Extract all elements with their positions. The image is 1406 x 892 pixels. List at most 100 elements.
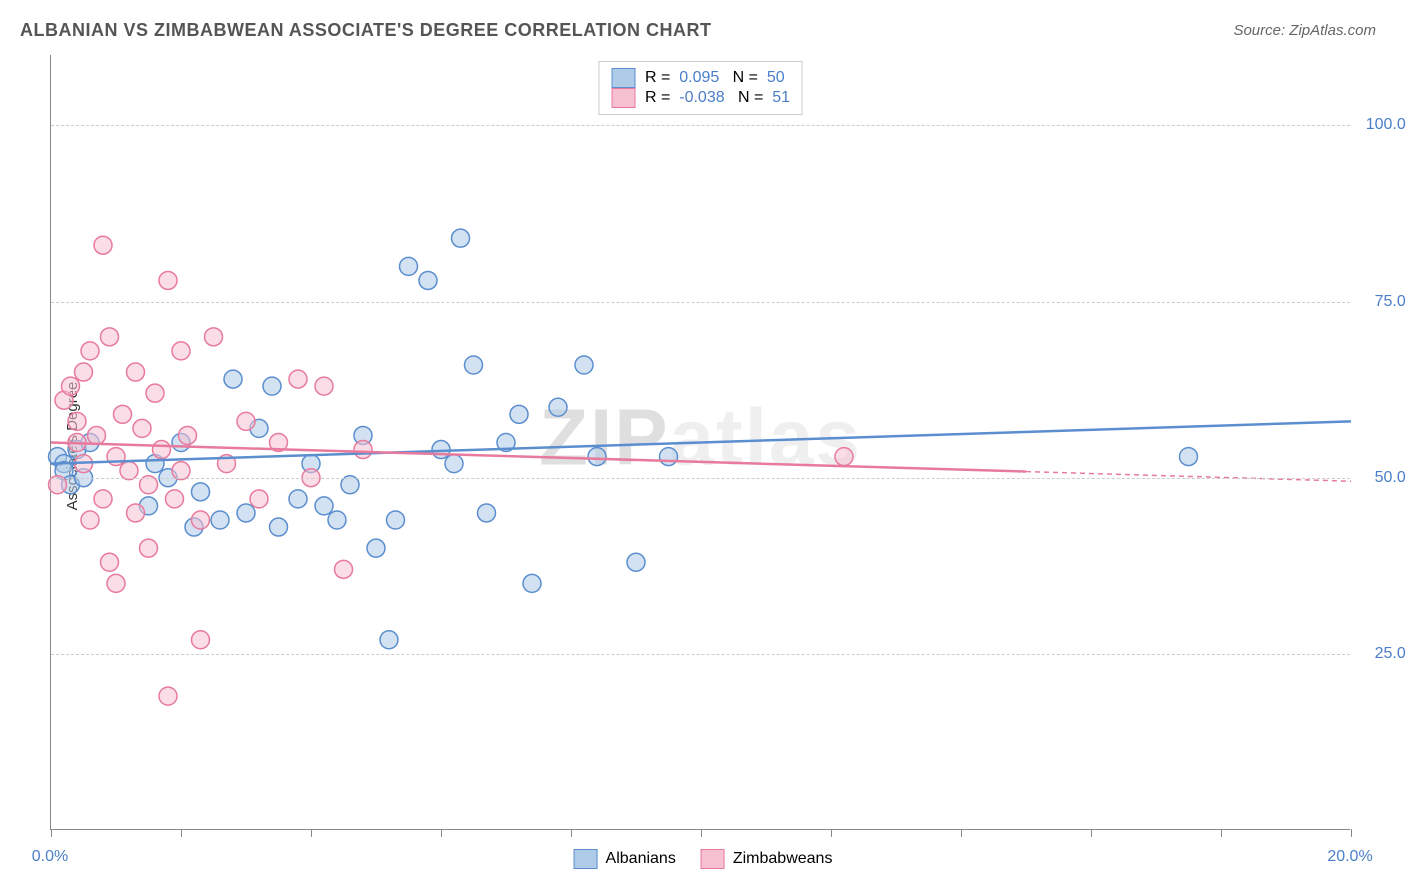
data-point [94,236,112,254]
legend-swatch [611,68,635,88]
data-point [354,441,372,459]
data-point [452,229,470,247]
data-point [400,257,418,275]
source-label: Source: ZipAtlas.com [1233,22,1376,39]
data-point [75,363,93,381]
data-point [101,553,119,571]
plot-area: ZIPatlas R = 0.095 N = 50R = -0.038 N = … [50,55,1350,830]
data-point [146,384,164,402]
x-tick [701,829,702,837]
data-point [289,490,307,508]
series-legend: Albanians Zimbabweans [574,844,833,874]
legend-row: R = 0.095 N = 50 [611,68,790,88]
legend-label: Zimbabweans [733,850,833,868]
x-max-label: 20.0% [1327,848,1372,866]
data-point [68,412,86,430]
data-point [478,504,496,522]
x-tick [1351,829,1352,837]
data-point [627,553,645,571]
data-point [62,377,80,395]
chart-container: ALBANIAN VS ZIMBABWEAN ASSOCIATE'S DEGRE… [0,0,1406,892]
x-tick [1221,829,1222,837]
data-point [114,405,132,423]
data-point [211,511,229,529]
data-point [107,574,125,592]
data-point [315,497,333,515]
data-point [166,490,184,508]
x-tick [51,829,52,837]
data-point [660,448,678,466]
legend-swatch [574,849,598,869]
data-point [127,504,145,522]
legend-r-label: R = -0.038 N = 51 [645,89,790,107]
x-tick [831,829,832,837]
data-point [192,483,210,501]
y-tick-label: 25.0% [1360,645,1406,663]
data-point [159,271,177,289]
data-point [237,412,255,430]
x-tick [571,829,572,837]
data-point [1180,448,1198,466]
x-tick [441,829,442,837]
data-point [575,356,593,374]
data-point [127,363,145,381]
data-point [315,377,333,395]
data-point [263,377,281,395]
data-point [250,490,268,508]
data-point [465,356,483,374]
gridline [51,302,1350,303]
data-point [835,448,853,466]
data-point [224,370,242,388]
data-point [140,539,158,557]
legend-item: Zimbabweans [701,849,833,869]
data-point [192,631,210,649]
data-point [387,511,405,529]
data-point [445,455,463,473]
gridline [51,478,1350,479]
x-tick [1091,829,1092,837]
data-point [94,490,112,508]
chart-title: ALBANIAN VS ZIMBABWEAN ASSOCIATE'S DEGRE… [20,20,711,41]
x-min-label: 0.0% [32,848,68,866]
data-point [510,405,528,423]
data-point [153,441,171,459]
data-point [237,504,255,522]
x-tick [181,829,182,837]
legend-swatch [611,88,635,108]
data-point [172,342,190,360]
data-point [289,370,307,388]
legend-r-label: R = 0.095 N = 50 [645,69,785,87]
data-point [81,511,99,529]
data-point [88,426,106,444]
data-point [179,426,197,444]
data-point [380,631,398,649]
y-tick-label: 75.0% [1360,293,1406,311]
data-point [205,328,223,346]
trend-line-dashed [1026,472,1351,482]
data-point [192,511,210,529]
x-tick [311,829,312,837]
x-tick [961,829,962,837]
data-point [159,687,177,705]
data-point [549,398,567,416]
data-point [133,419,151,437]
y-tick-label: 100.0% [1360,116,1406,134]
correlation-legend: R = 0.095 N = 50 R = -0.038 N = 51 [598,61,803,115]
y-tick-label: 50.0% [1360,469,1406,487]
gridline [51,654,1350,655]
gridline [51,125,1350,126]
legend-row: R = -0.038 N = 51 [611,88,790,108]
legend-swatch [701,849,725,869]
data-point [335,560,353,578]
data-point [328,511,346,529]
data-point [419,271,437,289]
data-point [588,448,606,466]
data-point [81,342,99,360]
data-point [101,328,119,346]
scatter-svg [51,55,1350,829]
data-point [270,518,288,536]
legend-item: Albanians [574,849,676,869]
data-point [523,574,541,592]
data-point [367,539,385,557]
legend-label: Albanians [606,850,676,868]
